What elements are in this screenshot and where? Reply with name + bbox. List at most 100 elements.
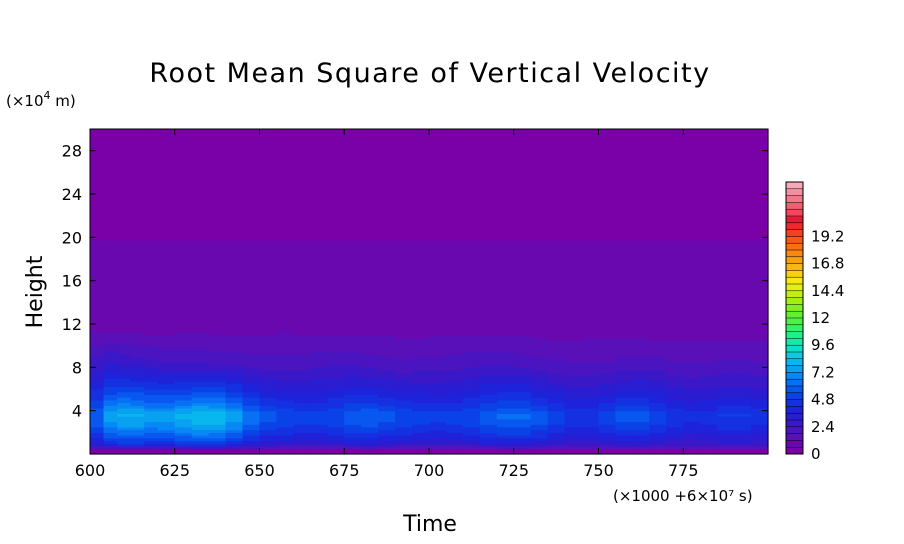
- heatmap-cell: [130, 240, 145, 244]
- heatmap-cell: [130, 218, 145, 222]
- heatmap-cell: [208, 364, 227, 368]
- heatmap-cell: [117, 221, 132, 225]
- heatmap-cell: [547, 399, 566, 404]
- heatmap-cell: [327, 342, 345, 347]
- heatmap-cell: [445, 161, 464, 165]
- heatmap-cell: [344, 353, 362, 358]
- heatmap-cell: [208, 305, 227, 309]
- heatmap-cell: [598, 180, 617, 184]
- heatmap-cell: [547, 359, 566, 363]
- heatmap-cell: [103, 139, 118, 144]
- heatmap-cell: [310, 164, 328, 168]
- heatmap-cell: [479, 283, 498, 287]
- heatmap-cell: [276, 261, 294, 266]
- heatmap-cell: [547, 283, 566, 287]
- heatmap-cell: [117, 310, 132, 314]
- heatmap-cell: [395, 332, 413, 336]
- heatmap-cell: [429, 234, 447, 238]
- heatmap-cell: [293, 389, 311, 393]
- heatmap-cell: [598, 402, 617, 406]
- heatmap-cell: [378, 364, 396, 368]
- heatmap-cell: [310, 329, 328, 333]
- heatmap-cell: [666, 139, 684, 144]
- heatmap-cell: [225, 142, 244, 146]
- heatmap-cell: [157, 440, 176, 444]
- heatmap-cell: [276, 185, 294, 190]
- heatmap-cell: [429, 329, 447, 333]
- heatmap-cell: [564, 364, 583, 368]
- heatmap-cell: [717, 175, 735, 179]
- heatmap-cell: [429, 370, 447, 374]
- heatmap-cell: [242, 253, 261, 257]
- heatmap-cell: [344, 405, 362, 409]
- heatmap-cell: [615, 267, 633, 271]
- heatmap-cell: [632, 253, 650, 257]
- heatmap-cell: [666, 142, 684, 146]
- heatmap-cell: [751, 418, 769, 423]
- heatmap-cell: [734, 313, 752, 317]
- heatmap-cell: [225, 421, 244, 425]
- heatmap-cell: [751, 291, 769, 295]
- heatmap-cell: [276, 164, 294, 168]
- heatmap-cell: [479, 451, 498, 455]
- heatmap-cell: [445, 307, 464, 312]
- heatmap-cell: [462, 131, 481, 136]
- heatmap-cell: [117, 324, 132, 328]
- heatmap-cell: [276, 129, 294, 133]
- heatmap-cell: [90, 310, 105, 314]
- heatmap-cell: [632, 210, 650, 214]
- heatmap-cell: [90, 286, 105, 290]
- heatmap-cell: [412, 332, 430, 336]
- heatmap-cell: [479, 177, 498, 182]
- heatmap-cell: [144, 172, 159, 176]
- heatmap-cell: [615, 177, 633, 182]
- heatmap-cell: [117, 164, 132, 168]
- heatmap-cell: [344, 361, 362, 366]
- heatmap-cell: [344, 386, 362, 390]
- heatmap-cell: [293, 129, 311, 133]
- heatmap-cell: [412, 435, 430, 439]
- heatmap-cell: [751, 318, 769, 322]
- heatmap-cell: [293, 234, 311, 238]
- heatmap-cell: [395, 175, 413, 179]
- heatmap-cell: [513, 340, 532, 344]
- heatmap-cell: [259, 332, 278, 336]
- heatmap-cell: [412, 240, 430, 244]
- heatmap-cell: [598, 139, 617, 144]
- heatmap-cell: [259, 305, 278, 309]
- heatmap-cell: [581, 397, 600, 401]
- heatmap-cell: [157, 429, 176, 433]
- heatmap-cell: [412, 185, 430, 190]
- heatmap-cell: [615, 340, 633, 344]
- heatmap-cell: [361, 291, 379, 295]
- heatmap-cell: [327, 199, 345, 203]
- heatmap-cell: [293, 296, 311, 301]
- heatmap-cell: [462, 256, 481, 260]
- heatmap-cell: [734, 391, 752, 396]
- heatmap-cell: [174, 337, 193, 341]
- heatmap-cell: [103, 402, 118, 406]
- heatmap-cell: [547, 307, 566, 312]
- heatmap-cell: [598, 305, 617, 309]
- heatmap-cell: [530, 345, 549, 349]
- heatmap-cell: [581, 221, 600, 225]
- heatmap-cell: [683, 172, 701, 176]
- heatmap-cell: [751, 248, 769, 252]
- heatmap-cell: [310, 283, 328, 287]
- heatmap-cell: [683, 147, 701, 152]
- heatmap-cell: [734, 383, 752, 387]
- heatmap-cell: [479, 137, 498, 141]
- heatmap-cell: [564, 313, 583, 317]
- heatmap-cell: [117, 223, 132, 228]
- heatmap-cell: [90, 332, 105, 336]
- heatmap-cell: [717, 150, 735, 154]
- heatmap-cell: [547, 188, 566, 192]
- heatmap-cell: [717, 361, 735, 366]
- heatmap-cell: [547, 226, 566, 230]
- heatmap-cell: [632, 153, 650, 157]
- heatmap-cell: [479, 183, 498, 187]
- heatmap-cell: [208, 180, 227, 184]
- heatmap-cell: [598, 218, 617, 222]
- heatmap-cell: [117, 202, 132, 206]
- heatmap-cell: [598, 421, 617, 425]
